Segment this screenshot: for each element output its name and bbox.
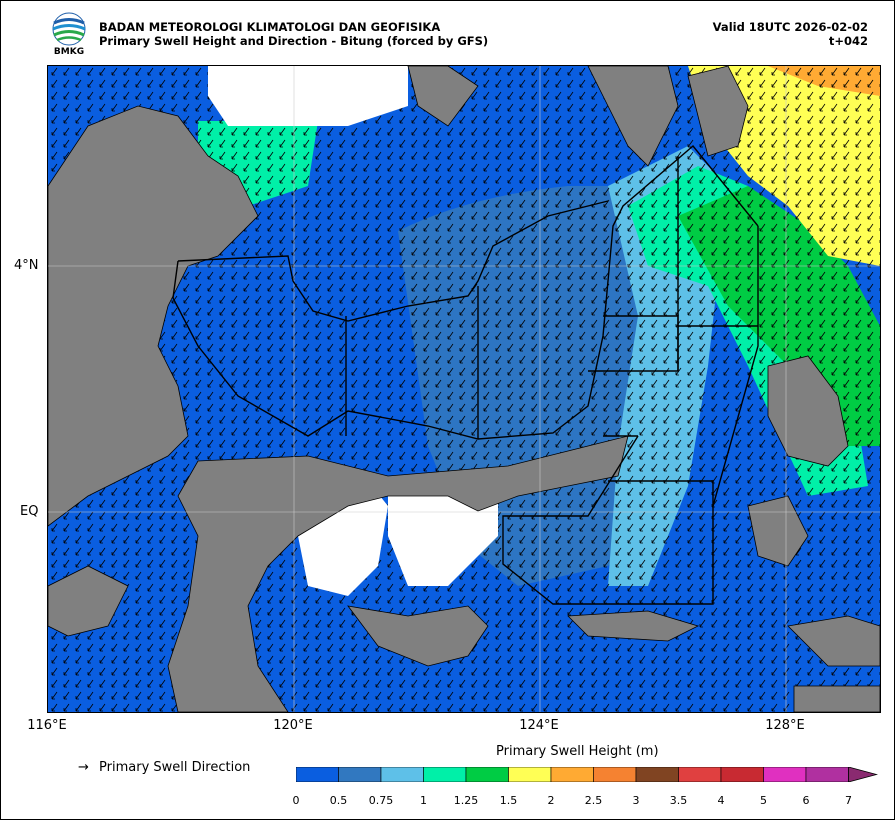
colorbar-cell — [635, 767, 679, 782]
colorbar-cell — [720, 767, 764, 782]
swell-map — [47, 65, 881, 713]
lat-label-eq: EQ — [20, 504, 39, 519]
colorbar-cell — [423, 767, 467, 782]
valid-time: Valid 18UTC 2026-02-02 — [712, 20, 868, 34]
north-no-data — [208, 66, 408, 126]
colorbar-cell — [338, 767, 382, 782]
svg-text:BMKG: BMKG — [54, 47, 84, 56]
header-right: Valid 18UTC 2026-02-02 t+042 — [713, 20, 868, 48]
colorbar-tick-label: 7 — [845, 794, 852, 807]
colorbar-cell — [593, 767, 637, 782]
forecast-lead: t+042 — [828, 34, 868, 48]
forecast-zones — [172, 145, 759, 605]
colorbar-cell — [550, 767, 594, 782]
lon-label-120: 120°E — [273, 718, 313, 733]
mindanao-east-land — [687, 66, 749, 157]
colorbar-tick-label: 0.75 — [368, 794, 394, 807]
halmahera-land — [767, 355, 849, 467]
colorbar-tick-label: 6 — [802, 794, 810, 807]
map-canvas — [48, 66, 880, 712]
direction-arrow-icon: → — [78, 760, 89, 775]
graticule — [48, 66, 880, 712]
colorbar-cell — [380, 767, 424, 782]
lon-label-128: 128°E — [765, 718, 805, 733]
colorbar-tick-label: 0 — [292, 794, 300, 807]
mindanao-west-land — [587, 66, 679, 167]
borneo-land — [48, 105, 259, 527]
palawan-tip-land — [407, 66, 479, 127]
colorbar — [296, 767, 878, 782]
colorbar-cell — [805, 767, 849, 782]
colorbar-cell — [678, 767, 722, 782]
colorbar-extend-arrow — [848, 767, 878, 782]
colorbar-cell — [296, 767, 339, 782]
seram-land — [793, 685, 880, 712]
bmkg-logo: BMKG — [52, 12, 86, 56]
sulawesi-land — [167, 435, 629, 712]
product-title: Primary Swell Height and Direction - Bit… — [99, 34, 489, 48]
colorbar-tick-label: 3.5 — [669, 794, 688, 807]
colorbar-cell — [465, 767, 509, 782]
colorbar-tick-label: 0.5 — [329, 794, 348, 807]
obi-land — [787, 615, 880, 667]
direction-legend-label: Primary Swell Direction — [99, 760, 251, 775]
lon-label-124: 124°E — [519, 718, 559, 733]
colorbar-tick-label: 1 — [420, 794, 427, 807]
colorbar-tick-label: 1.25 — [453, 794, 479, 807]
colorbar-tick-label: 3 — [632, 794, 640, 807]
borneo-south-land — [48, 565, 129, 637]
lat-label-4n: 4°N — [14, 258, 39, 273]
colorbar-tick-label: 2.5 — [584, 794, 603, 807]
colorbar-tick-label: 5 — [760, 794, 767, 807]
colorbar-tick-label: 4 — [717, 794, 725, 807]
colorbar-cell — [508, 767, 552, 782]
direction-legend: → Primary Swell Direction — [78, 760, 250, 775]
lon-label-116: 116°E — [27, 718, 67, 733]
colorbar-title: Primary Swell Height (m) — [496, 744, 659, 759]
colorbar-tick-label: 2 — [547, 794, 555, 807]
colorbar-tick-label: 1.5 — [499, 794, 518, 807]
island-land — [747, 495, 809, 567]
sulawesi-southeast-land — [347, 605, 489, 667]
header-left: BADAN METEOROLOGI KLIMATOLOGI DAN GEOFIS… — [99, 20, 488, 48]
sula-islands-land — [567, 610, 700, 642]
colorbar-cell — [763, 767, 807, 782]
agency-title: BADAN METEOROLOGI KLIMATOLOGI DAN GEOFIS… — [99, 20, 441, 34]
